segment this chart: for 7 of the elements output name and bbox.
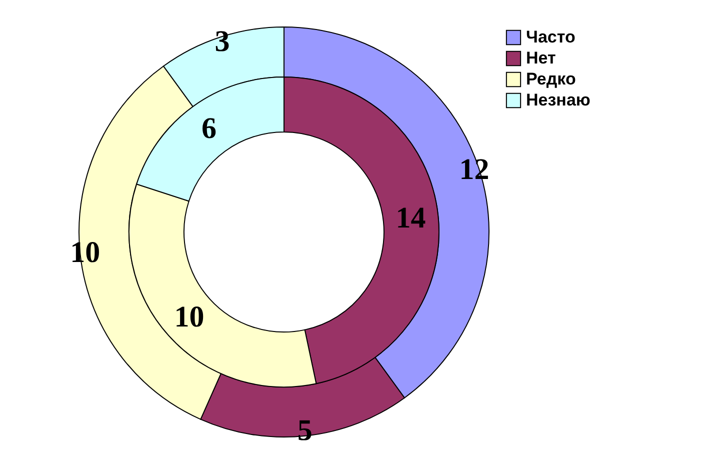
legend-label: Незнаю (526, 90, 590, 110)
legend-label: Нет (526, 48, 556, 68)
data-label: 6 (202, 112, 217, 145)
data-label: 14 (396, 202, 426, 235)
legend-label: Редко (526, 70, 576, 88)
legend-label: Часто (526, 28, 576, 46)
data-label: 10 (174, 300, 204, 334)
